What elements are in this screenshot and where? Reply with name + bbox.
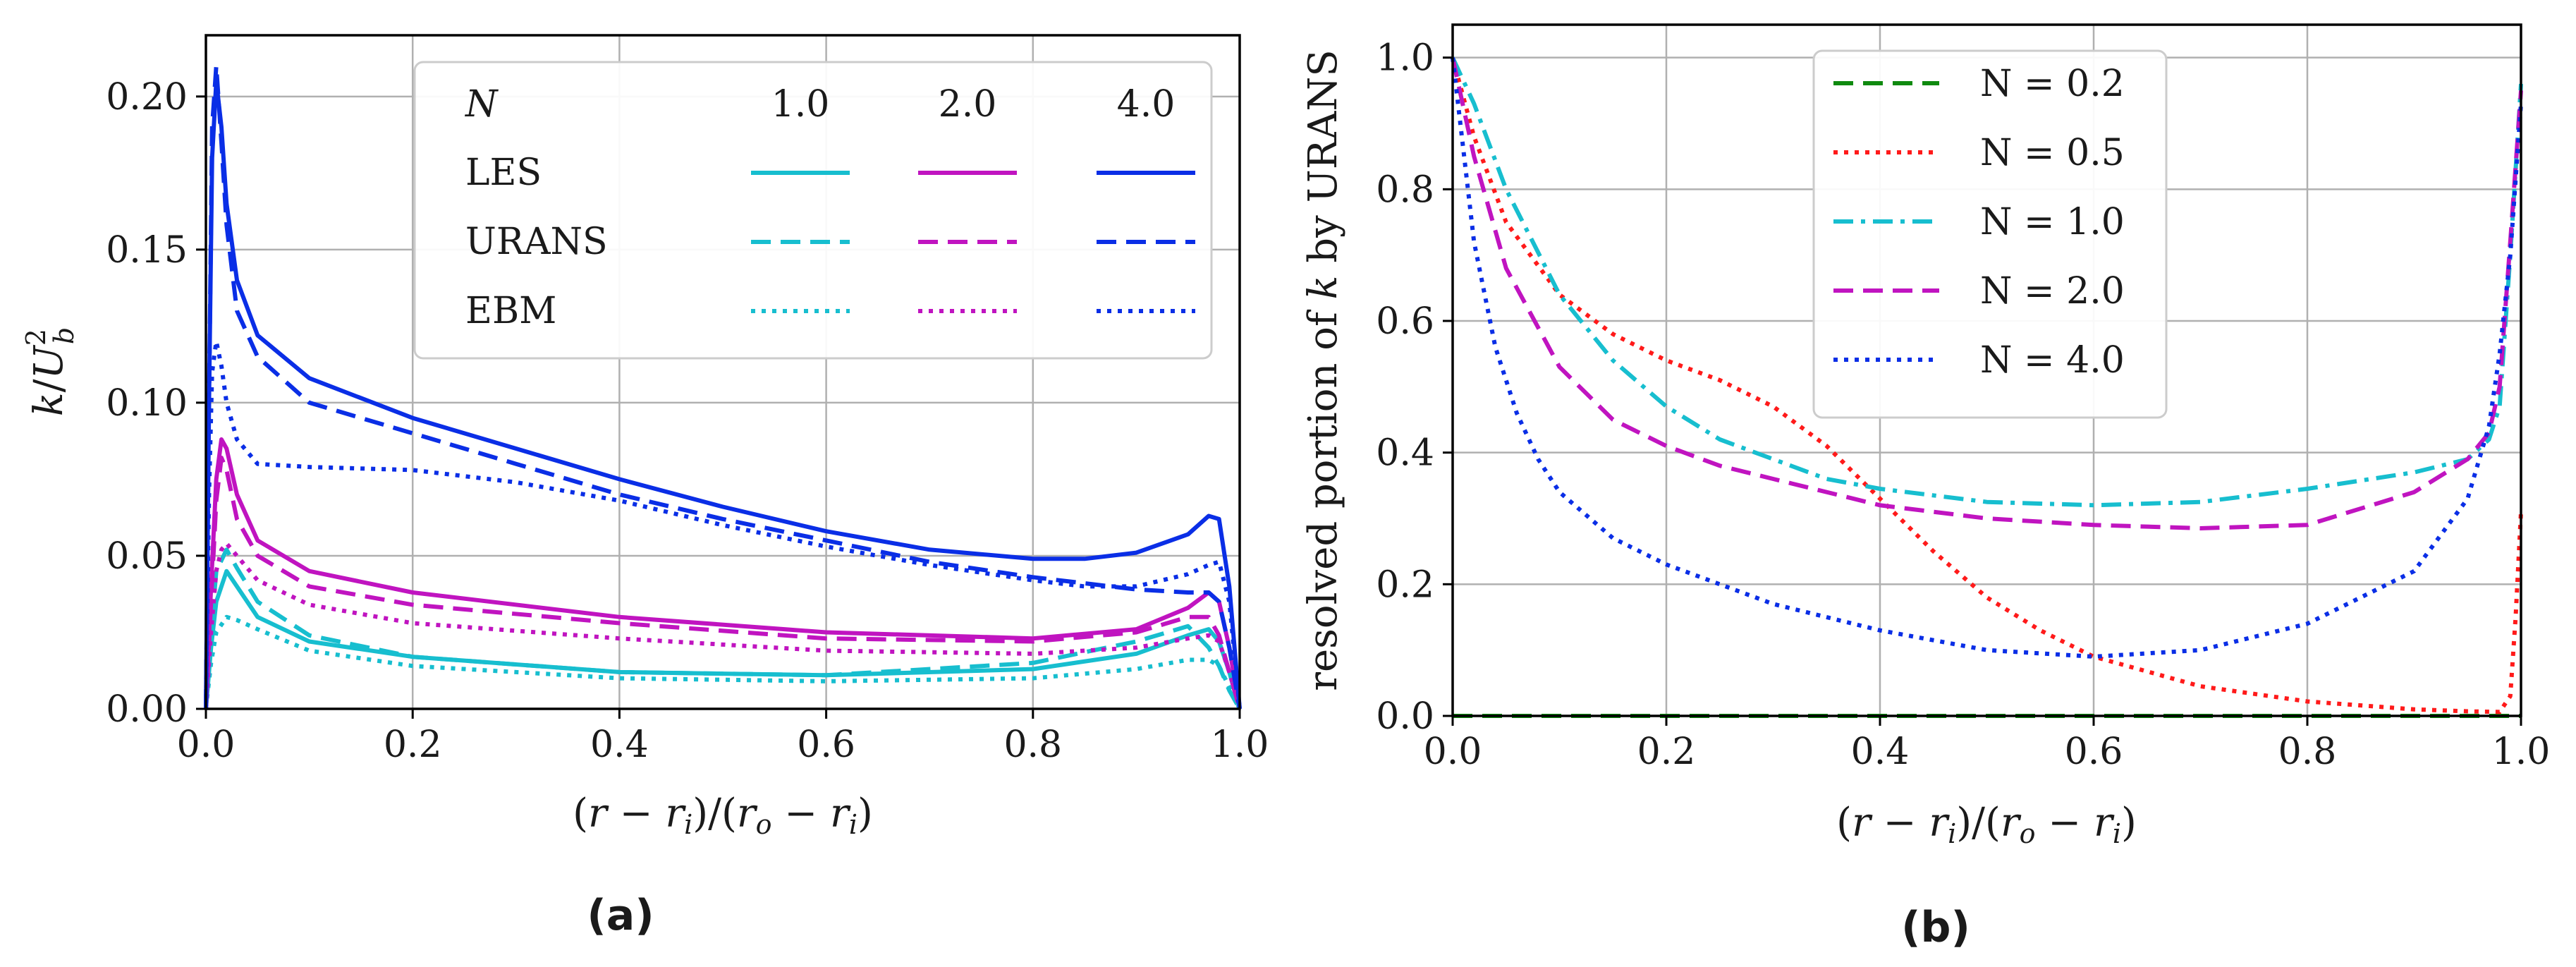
x-tick-label: 0.0 [1424,731,1482,773]
series-line-n-1-0 [1451,56,2523,508]
series-line-ebm-n-4-0 [204,339,1242,710]
ticks-b: 0.0 0.2 0.4 0.6 0.8 1.0 0.0 0.2 0.4 0.6 0.8 1.0 [1376,37,2550,773]
legend-box-a [413,61,1213,360]
series-line-urans-n-1-0 [204,547,1242,710]
plot-frame-a [205,34,1241,710]
x-tick-label: 0.2 [1637,731,1696,773]
y-tick-label: 0.8 [1376,169,1434,211]
series-line-les-n-2-0 [204,437,1242,710]
y-tick-label: 0.20 [106,76,188,118]
legend-box-b [1812,49,2168,419]
series-line-urans-n-2-0 [204,456,1242,710]
legend-a: N 1.0 2.0 4.0 LES URANS EBM [413,61,1213,360]
legend-col-1: 1.0 [771,83,830,126]
x-tick-label: 0.4 [590,724,649,766]
x-tick-label: 0.8 [1003,724,1062,766]
y-axis-label-b: resolved portion of k by URANS [1300,49,1346,691]
y-tick-label: 0.15 [106,229,188,272]
series-group-a [204,63,1242,710]
legend-label-b-4: N = 2.0 [1980,270,2125,312]
legend-label-b-1: N = 0.2 [1980,63,2125,105]
caption-a: (a) [587,891,654,940]
y-tick-label: 0.00 [106,688,188,731]
legend-header-n: N [464,83,499,126]
y-axis-label-a: k/U2b [20,327,80,417]
series-line-ebm-n-1-0 [204,614,1242,710]
series-line-urans-n-4-0 [204,63,1242,710]
legend-b: N = 0.2 N = 0.5 N = 1.0 N = 2.0 N = 4.0 [1812,49,2168,419]
y-tick-label: 0.10 [106,382,188,425]
panel-a: 0.0 0.2 0.4 0.6 0.8 1.0 0.00 0.05 0.10 0.15 0.20 (… [20,34,1269,940]
y-tick-label: 1.0 [1376,37,1434,80]
legend-b-entries: N = 0.2 N = 0.5 N = 1.0 N = 2.0 N = 4.0 [1833,63,2125,382]
x-tick-label: 1.0 [2492,731,2551,773]
x-tick-label: 1.0 [1211,724,1269,766]
legend-col-3: 4.0 [1117,83,1176,126]
x-tick-label: 0.6 [2065,731,2123,773]
x-tick-label: 0.0 [177,724,236,766]
legend-label-b-2: N = 0.5 [1980,132,2125,174]
y-tick-label: 0.4 [1376,432,1434,475]
plot-frame-b [1451,23,2522,717]
x-tick-label: 0.4 [1851,731,1910,773]
series-line-les-n-1-0 [204,568,1242,710]
caption-b: (b) [1901,903,1970,952]
ticks-a: 0.0 0.2 0.4 0.6 0.8 1.0 0.00 0.05 0.10 0.15 0.20 [106,76,1269,766]
x-tick-label: 0.8 [2278,731,2337,773]
legend-col-2: 2.0 [939,83,997,126]
y-tick-label: 0.6 [1376,300,1434,343]
y-tick-label: 0.2 [1376,564,1434,606]
series-line-n-0-5 [1451,56,2523,714]
y-tick-label: 0.05 [106,535,188,578]
legend-row-les: LES [465,152,542,194]
legend-row-urans: URANS [465,221,608,263]
x-axis-label-b: (r − ri)/(ro − ri) [1836,800,2137,849]
y-tick-label: 0.0 [1376,695,1434,738]
series-line-n-4-0 [1451,57,2523,659]
legend-row-ebm: EBM [465,290,556,332]
legend-a-swatches [751,171,1195,313]
legend-label-b-3: N = 1.0 [1980,201,2125,243]
x-tick-label: 0.6 [797,724,855,766]
legend-label-b-5: N = 4.0 [1980,339,2125,382]
x-tick-label: 0.2 [384,724,442,766]
panel-b: 0.0 0.2 0.4 0.6 0.8 1.0 0.0 0.2 0.4 0.6 0.8 1.0 (r … [1300,23,2550,952]
x-axis-label-a: (r − ri)/(ro − ri) [573,791,873,840]
series-line-n-2-0 [1451,57,2523,530]
